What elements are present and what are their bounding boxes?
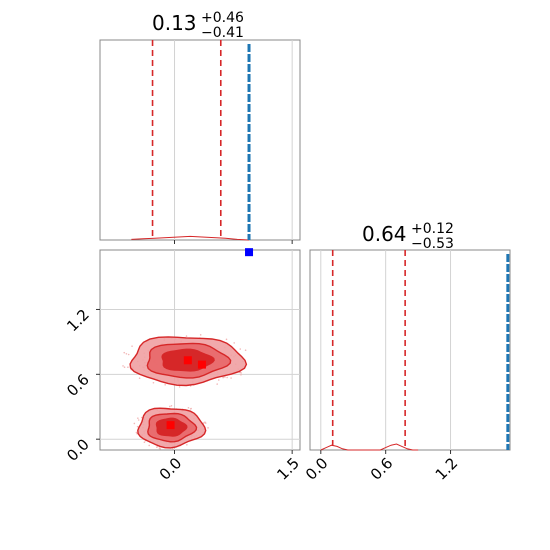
joint-sample-point bbox=[135, 431, 138, 434]
title-y-minus: −0.53 bbox=[411, 236, 454, 252]
joint-sample-point bbox=[137, 417, 139, 419]
joint-sample-point bbox=[216, 383, 218, 385]
joint-sample-point bbox=[171, 448, 174, 450]
title-y-plus: +0.12 bbox=[411, 221, 454, 237]
joint-sample-point bbox=[186, 443, 188, 446]
joint-frame bbox=[99, 249, 301, 451]
joint-sample-point bbox=[225, 338, 228, 341]
joint-sample-point bbox=[168, 405, 171, 408]
joint-estimate-marker bbox=[183, 356, 192, 365]
joint-estimate-marker bbox=[166, 421, 175, 430]
joint-ytick-label: 0.6 bbox=[63, 370, 93, 400]
joint-sample-point bbox=[239, 348, 242, 350]
joint-sample-point bbox=[204, 422, 207, 424]
joint-sample-point bbox=[123, 351, 126, 354]
joint-sample-point bbox=[222, 376, 225, 379]
joint-sample-point bbox=[226, 376, 228, 379]
joint-sample-point bbox=[170, 404, 173, 407]
title-x-plus: +0.46 bbox=[201, 10, 244, 26]
joint-sample-point bbox=[185, 335, 188, 337]
joint-truth-marker bbox=[245, 248, 254, 257]
joint-sample-point bbox=[224, 376, 226, 378]
joint-sample-point bbox=[148, 444, 150, 447]
marginal-y-tick-label: 0.6 bbox=[367, 454, 397, 484]
joint-sample-point bbox=[187, 406, 190, 409]
joint-sample-point bbox=[138, 377, 141, 379]
joint-sample-point bbox=[207, 427, 209, 429]
joint-sample-point bbox=[244, 349, 247, 352]
joint-sample-point bbox=[127, 353, 130, 356]
title-x-value: 0.13 bbox=[152, 11, 197, 35]
joint-sample-point bbox=[127, 366, 129, 369]
joint-sample-point bbox=[131, 345, 133, 347]
marginal-x-frame bbox=[99, 39, 301, 241]
joint-sample-point bbox=[125, 353, 128, 355]
marginal-y-tick-label: 0.0 bbox=[302, 454, 332, 484]
joint-sample-point bbox=[136, 425, 139, 428]
joint-sample-point bbox=[159, 447, 161, 450]
joint-sample-point bbox=[189, 408, 192, 410]
joint-estimate-marker bbox=[197, 360, 206, 369]
title-y-value: 0.64 bbox=[362, 222, 407, 246]
joint-sample-point bbox=[137, 419, 140, 421]
title-x-minus: −0.41 bbox=[201, 25, 244, 41]
joint-ytick-label: 0.0 bbox=[63, 435, 93, 465]
joint-sample-point bbox=[152, 381, 155, 384]
joint-sample-point bbox=[143, 441, 146, 444]
joint-sample-point bbox=[199, 334, 202, 336]
joint-sample-point bbox=[202, 422, 205, 424]
marginal-y-tick-label: 1.2 bbox=[432, 454, 462, 484]
joint-sample-point bbox=[217, 379, 220, 381]
joint-xtick-label: 1.5 bbox=[273, 454, 303, 484]
joint-sample-point bbox=[233, 342, 235, 344]
marginal-x-histogram bbox=[131, 235, 250, 241]
joint-ytick-label: 1.2 bbox=[63, 306, 93, 336]
joint-sample-point bbox=[122, 365, 124, 367]
joint-xtick-label: 0.0 bbox=[156, 454, 186, 484]
joint-sample-point bbox=[178, 386, 181, 388]
marginal-x-panel bbox=[99, 39, 301, 244]
joint-sample-point bbox=[240, 373, 242, 376]
joint-panel: 0.0 1.5 0.0 0.6 1.2 bbox=[63, 248, 303, 484]
joint-sample-point bbox=[123, 366, 126, 369]
joint-sample-point bbox=[140, 416, 143, 419]
joint-sample-point bbox=[156, 446, 158, 449]
joint-sample-point bbox=[133, 422, 136, 425]
joint-sample-point bbox=[230, 377, 232, 379]
marginal-y-histogram bbox=[320, 443, 419, 451]
joint-sample-point bbox=[164, 383, 166, 386]
marginal-y-frame bbox=[309, 249, 511, 451]
marginal-y-panel: 0.0 0.6 1.2 bbox=[302, 249, 511, 484]
